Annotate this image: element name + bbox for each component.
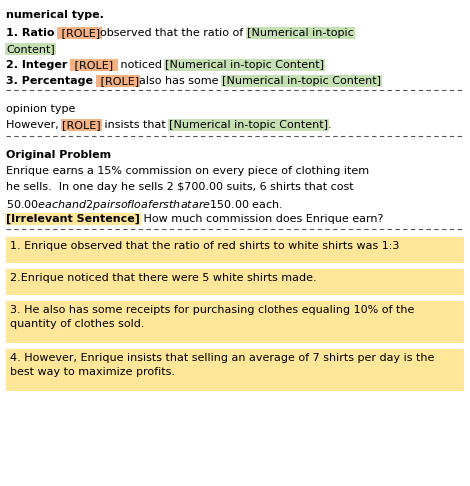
Text: $50.00 each and 2 pairs of loafers that are $150.00 each.: $50.00 each and 2 pairs of loafers that … — [6, 198, 283, 212]
FancyBboxPatch shape — [6, 301, 464, 343]
FancyBboxPatch shape — [6, 269, 464, 295]
Text: observed that the ratio of: observed that the ratio of — [101, 28, 247, 38]
Text: [ROLE]: [ROLE] — [71, 60, 117, 70]
Text: [Numerical in-topic: [Numerical in-topic — [247, 28, 354, 38]
Text: Enrique earns a 15% commission on every piece of clothing item: Enrique earns a 15% commission on every … — [6, 166, 369, 176]
Text: [ROLE]: [ROLE] — [62, 120, 101, 130]
Text: 3. Percentage: 3. Percentage — [6, 76, 97, 86]
Text: However,: However, — [6, 120, 62, 130]
Text: insists that: insists that — [101, 120, 169, 130]
Text: opinion type: opinion type — [6, 104, 75, 114]
Text: [Irrelevant Sentence]: [Irrelevant Sentence] — [6, 214, 140, 224]
Text: noticed: noticed — [117, 60, 165, 70]
Text: [Numerical in-topic Content]: [Numerical in-topic Content] — [165, 60, 324, 70]
Text: [Numerical in-topic Content]: [Numerical in-topic Content] — [222, 76, 381, 86]
Text: Original Problem: Original Problem — [6, 150, 111, 160]
FancyBboxPatch shape — [6, 349, 464, 391]
Text: he sells.  In one day he sells 2 $700.00 suits, 6 shirts that cost: he sells. In one day he sells 2 $700.00 … — [6, 182, 353, 192]
Text: [ROLE]: [ROLE] — [97, 76, 139, 86]
Text: Content]: Content] — [6, 44, 55, 54]
Text: 4. However, Enrique insists that selling an average of 7 shirts per day is the
b: 4. However, Enrique insists that selling… — [10, 353, 434, 377]
Text: How much commission does Enrique earn?: How much commission does Enrique earn? — [140, 214, 383, 224]
FancyBboxPatch shape — [6, 237, 464, 263]
Text: 3. He also has some receipts for purchasing clothes equaling 10% of the
quantity: 3. He also has some receipts for purchas… — [10, 305, 415, 329]
Text: 2.Enrique noticed that there were 5 white shirts made.: 2.Enrique noticed that there were 5 whit… — [10, 273, 317, 283]
Text: [Numerical in-topic Content]: [Numerical in-topic Content] — [169, 120, 328, 130]
Text: also has some: also has some — [139, 76, 222, 86]
Text: numerical type.: numerical type. — [6, 10, 104, 20]
Text: 1. Ratio: 1. Ratio — [6, 28, 58, 38]
Text: 2. Integer: 2. Integer — [6, 60, 71, 70]
Text: [ROLE]: [ROLE] — [58, 28, 101, 38]
Text: 1. Enrique observed that the ratio of red shirts to white shirts was 1:3: 1. Enrique observed that the ratio of re… — [10, 241, 400, 251]
Text: .: . — [328, 120, 332, 130]
